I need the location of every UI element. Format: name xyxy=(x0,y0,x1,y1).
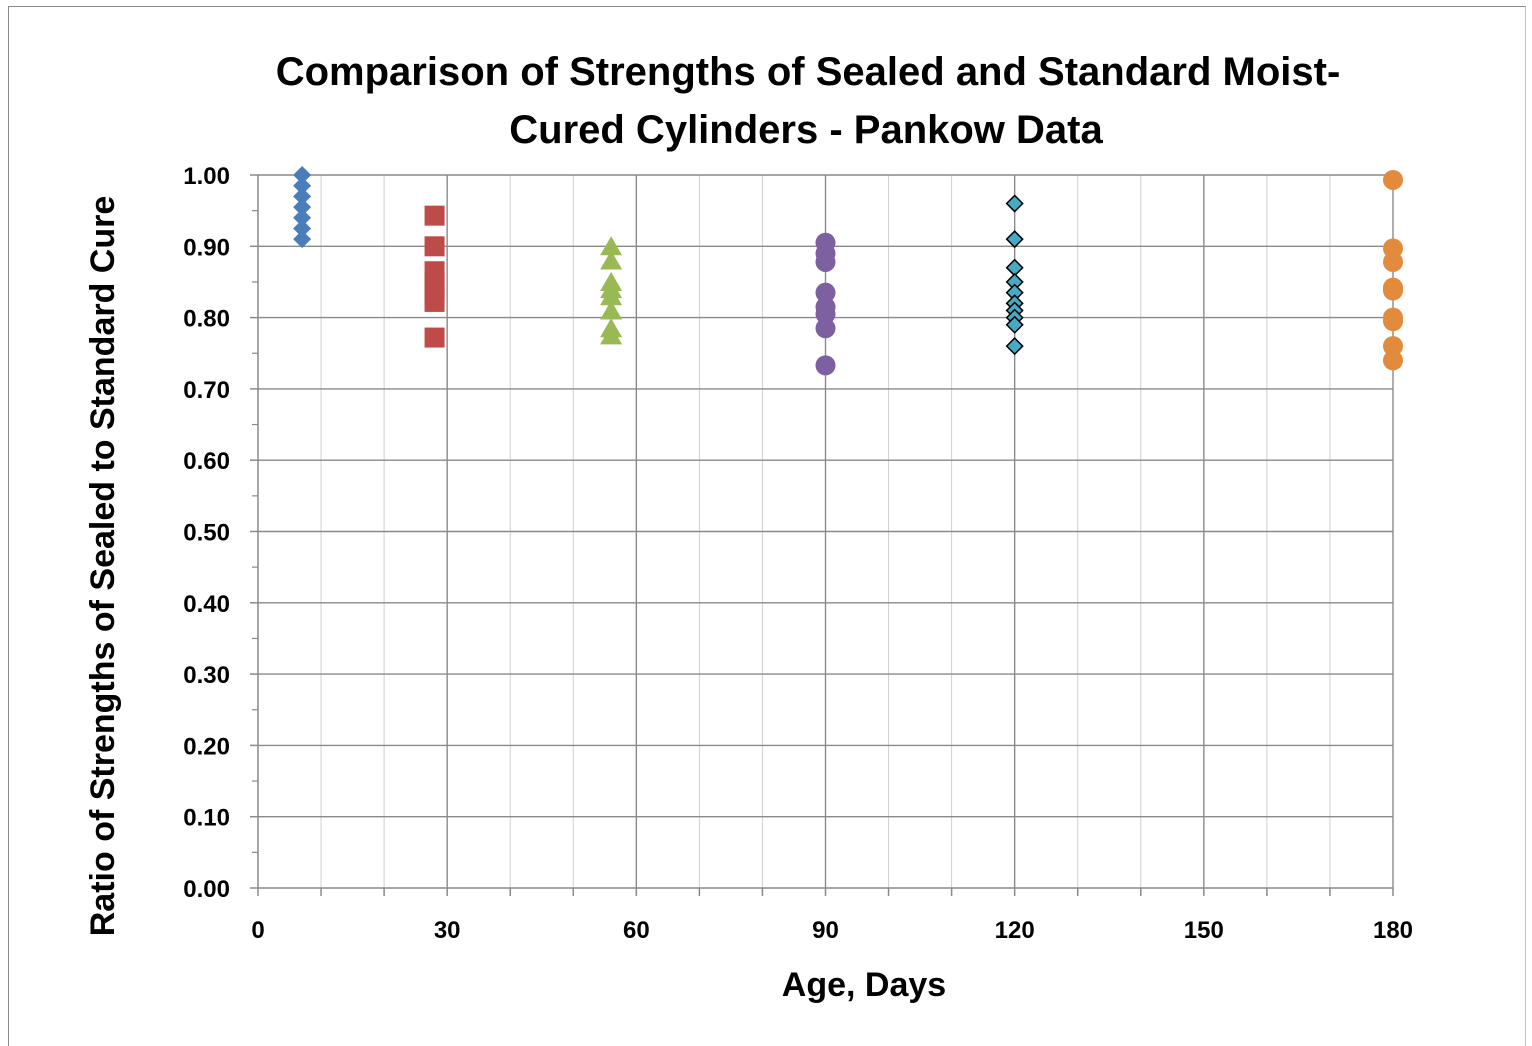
x-tick-label: 30 xyxy=(434,917,461,944)
x-tick-label: 150 xyxy=(1184,917,1224,944)
data-point-circle xyxy=(816,252,836,272)
y-tick-label: 1.00 xyxy=(183,163,230,190)
data-point-diamond-outline xyxy=(1007,231,1023,247)
data-point-circle xyxy=(1383,252,1403,272)
x-tick-label: 0 xyxy=(251,917,264,944)
data-point-square xyxy=(425,236,445,256)
data-point-circle xyxy=(1383,281,1403,301)
y-tick-label: 0.90 xyxy=(183,234,230,261)
x-tick-label: 180 xyxy=(1373,917,1413,944)
data-point-square xyxy=(425,328,445,348)
data-point-square xyxy=(425,292,445,312)
data-point-diamond-outline xyxy=(1007,338,1023,354)
chart-title-line-1: Comparison of Strengths of Sealed and St… xyxy=(276,50,1341,94)
x-tick-label: 90 xyxy=(812,917,839,944)
chart-title-line-2: Cured Cylinders - Pankow Data xyxy=(509,108,1103,152)
y-tick-label: 0.60 xyxy=(183,448,230,475)
x-axis-title: Age, Days xyxy=(782,966,946,1004)
data-point-circle xyxy=(1383,170,1403,190)
data-point-square xyxy=(425,206,445,226)
y-tick-label: 0.00 xyxy=(183,876,230,903)
data-point-circle xyxy=(1383,311,1403,331)
x-tick-labels: 0 30 60 90 120 150 180 xyxy=(251,917,1413,944)
data-point-circle xyxy=(1383,350,1403,370)
data-point-circle xyxy=(816,318,836,338)
data-point-diamond xyxy=(293,230,311,248)
data-points xyxy=(293,166,1403,375)
data-point-diamond-outline xyxy=(1007,196,1023,212)
y-tick-label: 0.30 xyxy=(183,662,230,689)
x-tick-label: 120 xyxy=(995,917,1035,944)
x-tick-label: 60 xyxy=(623,917,650,944)
y-axis-title: Ratio of Strengths of Sealed to Standard… xyxy=(84,196,122,937)
y-tick-label: 0.40 xyxy=(183,591,230,618)
y-tick-label: 0.10 xyxy=(183,805,230,832)
y-tick-label: 0.50 xyxy=(183,520,230,547)
y-tick-label: 0.70 xyxy=(183,377,230,404)
data-point-circle xyxy=(816,355,836,375)
y-tick-label: 0.20 xyxy=(183,733,230,760)
y-tick-labels: 0.00 0.10 0.20 0.30 0.40 0.50 0.60 0.70 0.80 0.90… xyxy=(183,163,230,903)
y-tick-label: 0.80 xyxy=(183,306,230,333)
axes xyxy=(250,175,1393,896)
